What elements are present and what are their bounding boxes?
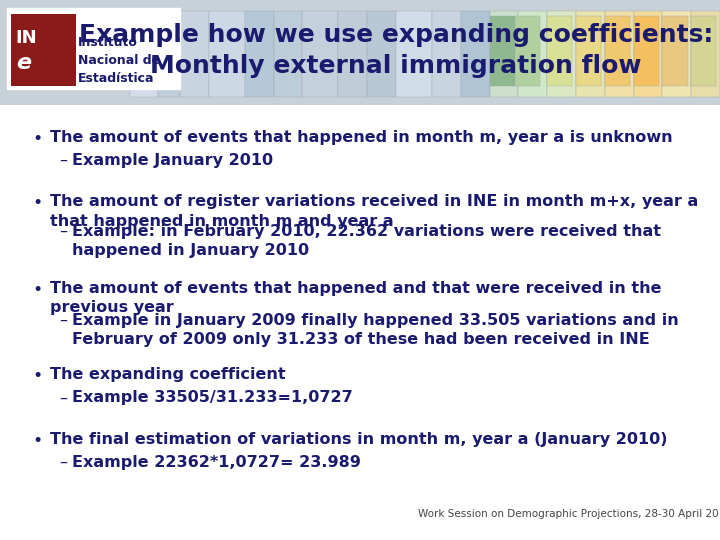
Text: •: • [32,367,42,385]
Text: Work Session on Demographic Projections, 28-30 April 2010, Lisbon: Work Session on Demographic Projections,… [418,509,720,519]
Text: •: • [32,281,42,299]
Text: Example 22362*1,0727= 23.989: Example 22362*1,0727= 23.989 [72,455,361,470]
Text: •: • [32,194,42,212]
Text: •: • [32,432,42,450]
Text: –: – [59,455,67,470]
Text: –: – [59,390,67,406]
Text: Monthly external immigration flow: Monthly external immigration flow [150,54,642,78]
Text: Example January 2010: Example January 2010 [72,153,273,168]
Text: The amount of events that happened and that were received in the
previous year: The amount of events that happened and t… [50,281,662,315]
Text: Example how we use expanding coefficients:: Example how we use expanding coefficient… [79,23,713,47]
Text: •: • [32,130,42,147]
Text: Instituto
Nacional de
Estadística: Instituto Nacional de Estadística [78,36,160,85]
Text: The final estimation of variations in month m, year a (January 2010): The final estimation of variations in mo… [50,432,668,447]
Text: Example 33505/31.233=1,0727: Example 33505/31.233=1,0727 [72,390,353,406]
Text: Example in January 2009 finally happened 33.505 variations and in
February of 20: Example in January 2009 finally happened… [72,313,679,347]
Text: e: e [16,53,31,73]
Text: Example: in February 2010, 22.362 variations were received that
happened in Janu: Example: in February 2010, 22.362 variat… [72,224,661,258]
Text: –: – [59,313,67,328]
Text: IN: IN [16,29,37,47]
Text: –: – [59,153,67,168]
Text: The amount of events that happened in month m, year a is unknown: The amount of events that happened in mo… [50,130,673,145]
Text: The expanding coefficient: The expanding coefficient [50,367,286,382]
Text: The amount of register variations received in INE in month m+x, year a
that happ: The amount of register variations receiv… [50,194,698,228]
Text: –: – [59,224,67,239]
